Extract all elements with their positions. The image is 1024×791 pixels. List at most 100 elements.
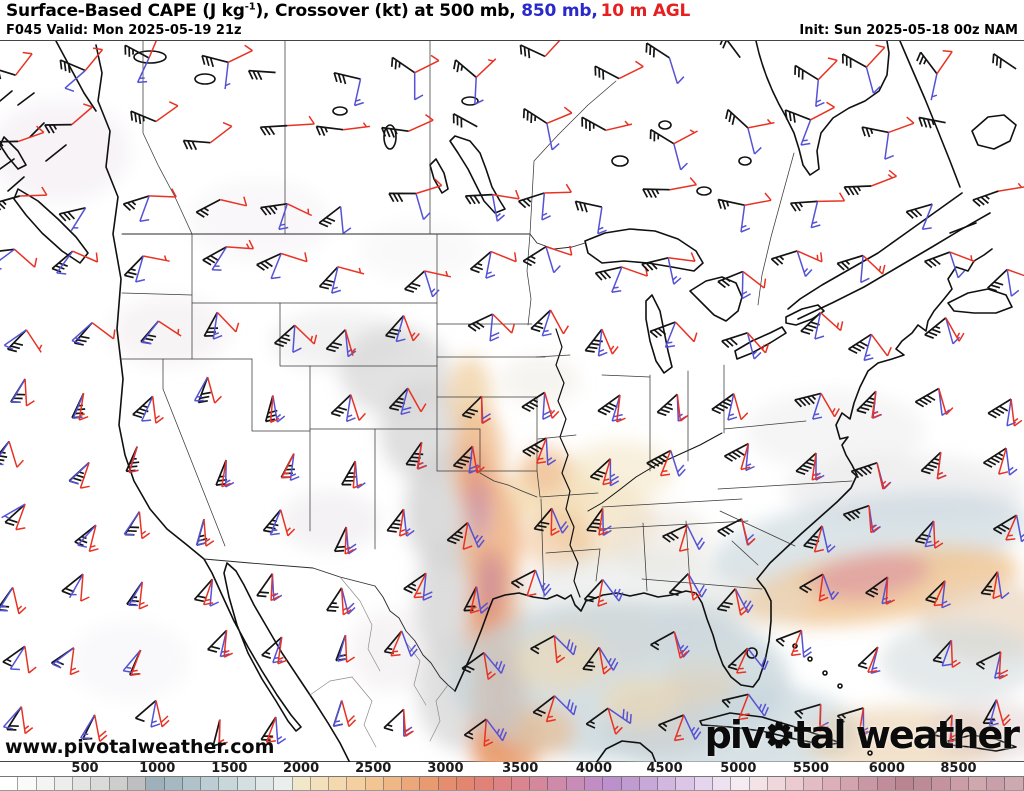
wind-barb	[860, 255, 870, 284]
colorbar-swatch	[786, 777, 805, 790]
wind-barb	[72, 250, 99, 263]
wind-barb	[269, 509, 282, 536]
colorbar-swatch	[292, 777, 311, 790]
wind-barb	[673, 129, 698, 145]
wind-barb	[483, 652, 506, 674]
wind-barb	[132, 395, 154, 419]
wind-barb	[272, 395, 286, 423]
wind-barb	[585, 707, 609, 729]
wind-barb	[741, 271, 751, 300]
wind-barb	[975, 651, 1002, 670]
wind-barb	[865, 576, 889, 598]
wind-barb	[598, 647, 619, 671]
colorbar-swatch	[676, 777, 695, 790]
colorbar-tick-label: 1000	[139, 761, 176, 776]
colorbar-swatch	[402, 777, 421, 790]
colorbar-tick-label: 4500	[646, 761, 683, 776]
colorbar-swatch	[731, 777, 750, 790]
wind-barb	[983, 447, 1007, 468]
wind-barb	[402, 315, 420, 342]
wind-barb	[794, 64, 819, 81]
colorbar-swatch	[895, 777, 915, 790]
wind-barb	[727, 647, 749, 671]
wind-barb	[471, 446, 485, 474]
wind-barb	[668, 252, 696, 263]
wind-barb	[924, 520, 935, 548]
wind-barb	[799, 573, 824, 594]
wind-barb	[148, 41, 157, 59]
wind-barb	[294, 324, 318, 345]
wind-barb	[544, 183, 572, 194]
wind-barb	[139, 195, 150, 223]
wind-barb	[856, 390, 877, 414]
wind-barb	[340, 587, 356, 615]
wind-barb	[56, 250, 74, 275]
wind-barb	[483, 652, 496, 680]
colorbar-swatches	[0, 776, 1024, 791]
wind-barb	[818, 704, 829, 732]
wind-barb	[522, 437, 547, 457]
wind-barb	[344, 526, 354, 555]
wind-barb	[796, 250, 823, 263]
wind-barb	[803, 525, 823, 549]
wind-barb	[658, 714, 685, 732]
wind-barb	[813, 525, 824, 553]
wind-barb	[800, 119, 812, 146]
wind-barb	[518, 192, 545, 209]
wind-barb	[534, 569, 552, 596]
wind-barb	[814, 312, 825, 340]
gear-icon	[764, 715, 794, 749]
colorbar-swatch	[840, 777, 860, 790]
wind-barb	[843, 185, 872, 196]
wind-barb	[71, 103, 93, 126]
wind-barb	[386, 508, 405, 533]
wind-barb	[344, 635, 356, 663]
wind-barb	[936, 50, 953, 75]
wind-barb	[216, 311, 240, 333]
wind-barb	[339, 206, 352, 235]
wind-barb	[326, 587, 343, 612]
wind-barb	[0, 440, 10, 466]
wind-barb	[212, 719, 223, 747]
wind-barb	[861, 126, 889, 138]
wind-barb	[265, 716, 277, 744]
wind-barb	[949, 715, 960, 743]
wind-barb	[261, 636, 283, 660]
wind-barb	[810, 201, 821, 229]
wind-barb	[800, 311, 822, 335]
colorbar-swatch	[18, 777, 37, 790]
wind-barb	[676, 394, 689, 422]
wind-barb	[932, 521, 944, 549]
wind-barb	[582, 646, 600, 671]
wind-barb	[453, 59, 477, 78]
wind-barb	[747, 118, 775, 129]
wind-barb	[717, 518, 743, 538]
wind-barb	[1015, 515, 1024, 543]
wind-barb	[404, 270, 426, 293]
wind-barb	[545, 246, 561, 274]
wind-barb	[545, 438, 557, 466]
wind-barb	[820, 393, 840, 418]
wind-barb	[0, 248, 15, 252]
wind-barb	[80, 714, 96, 739]
wind-barb	[415, 193, 431, 221]
wind-barb	[271, 573, 283, 602]
wind-barb	[325, 329, 347, 353]
wind-barb	[462, 522, 473, 551]
wind-barb	[224, 62, 231, 90]
colorbar-tick-label: 3000	[427, 761, 464, 776]
colorbar-swatch	[658, 777, 677, 790]
wind-barb	[850, 461, 878, 479]
colorbar-swatch	[219, 777, 238, 790]
wind-barb	[422, 573, 433, 601]
wind-barb	[51, 250, 74, 273]
wind-barb	[932, 639, 953, 664]
wind-barb	[464, 193, 493, 205]
wind-barb	[546, 106, 573, 124]
wind-barb	[220, 196, 248, 207]
wind-barb	[490, 250, 517, 263]
colorbar-swatch	[804, 777, 823, 790]
wind-barb	[469, 250, 492, 274]
wind-barb	[980, 571, 999, 596]
